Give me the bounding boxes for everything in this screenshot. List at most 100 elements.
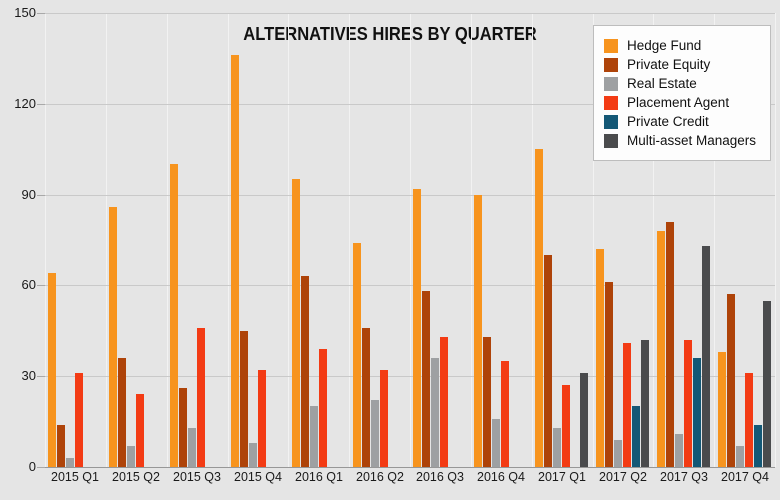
legend-swatch-icon xyxy=(604,76,618,91)
legend-swatch-icon xyxy=(604,95,618,110)
vertical-gridline xyxy=(45,13,46,467)
vertical-gridline xyxy=(349,13,350,467)
bar-hedge-fund-2016-q4 xyxy=(474,195,482,467)
x-axis-label: 2015 Q1 xyxy=(51,470,99,484)
bar-placement-agent-2016-q2 xyxy=(380,370,388,467)
bar-placement-agent-2017-q1 xyxy=(562,385,570,467)
legend-item: Multi-asset Managers xyxy=(604,133,760,148)
y-axis-tick xyxy=(37,467,45,468)
bar-placement-agent-2015-q1 xyxy=(75,373,83,467)
bar-multi-asset-managers-2017-q2 xyxy=(641,340,649,467)
bar-real-estate-2015-q4 xyxy=(249,443,257,467)
bar-hedge-fund-2016-q2 xyxy=(353,243,361,467)
y-axis-label: 120 xyxy=(14,96,36,111)
vertical-gridline xyxy=(775,13,776,467)
bar-hedge-fund-2015-q2 xyxy=(109,207,117,467)
bar-private-credit-2017-q3 xyxy=(693,358,701,467)
bar-real-estate-2015-q1 xyxy=(66,458,74,467)
bar-hedge-fund-2017-q4 xyxy=(718,352,726,467)
y-axis-tick xyxy=(37,285,45,286)
x-axis-label: 2016 Q1 xyxy=(295,470,343,484)
y-axis-tick xyxy=(37,195,45,196)
plot-area xyxy=(45,13,776,468)
x-axis-label: 2017 Q2 xyxy=(599,470,647,484)
bar-placement-agent-2015-q2 xyxy=(136,394,144,467)
bar-private-equity-2016-q4 xyxy=(483,337,491,467)
bar-placement-agent-2016-q3 xyxy=(440,337,448,467)
bar-real-estate-2017-q4 xyxy=(736,446,744,467)
legend-swatch-icon xyxy=(604,133,618,148)
legend-label: Private Equity xyxy=(627,57,711,72)
x-axis-label: 2016 Q2 xyxy=(356,470,404,484)
y-axis-label: 150 xyxy=(14,5,36,20)
bar-real-estate-2016-q1 xyxy=(310,406,318,467)
bar-hedge-fund-2015-q1 xyxy=(48,273,56,467)
bar-private-equity-2016-q3 xyxy=(422,291,430,467)
bar-private-equity-2015-q4 xyxy=(240,331,248,467)
bar-hedge-fund-2015-q4 xyxy=(231,55,239,467)
bar-real-estate-2016-q4 xyxy=(492,419,500,467)
bar-private-equity-2015-q1 xyxy=(57,425,65,467)
y-axis-label: 0 xyxy=(28,459,36,474)
x-axis-label: 2017 Q3 xyxy=(660,470,708,484)
bar-real-estate-2017-q2 xyxy=(614,440,622,467)
vertical-gridline xyxy=(410,13,411,467)
y-axis-label: 90 xyxy=(21,187,36,202)
bar-placement-agent-2016-q4 xyxy=(501,361,509,467)
legend-item: Real Estate xyxy=(604,76,760,91)
vertical-gridline xyxy=(106,13,107,467)
y-axis-label: 30 xyxy=(21,368,36,383)
x-axis-line xyxy=(45,467,775,468)
vertical-gridline xyxy=(532,13,533,467)
horizontal-gridline xyxy=(45,195,775,196)
bar-multi-asset-managers-2017-q3 xyxy=(702,246,710,467)
legend-item: Private Equity xyxy=(604,57,760,72)
legend-label: Hedge Fund xyxy=(627,38,702,53)
bar-hedge-fund-2017-q3 xyxy=(657,231,665,467)
legend-item: Hedge Fund xyxy=(604,38,760,53)
y-axis-tick xyxy=(37,104,45,105)
bar-real-estate-2017-q1 xyxy=(553,428,561,467)
bar-hedge-fund-2016-q3 xyxy=(413,189,421,467)
bar-hedge-fund-2017-q2 xyxy=(596,249,604,467)
chart-title: ALTERNATIVES HIRES BY QUARTER xyxy=(243,24,537,44)
y-axis-tick xyxy=(37,376,45,377)
x-axis-label: 2015 Q2 xyxy=(112,470,160,484)
legend-label: Multi-asset Managers xyxy=(627,133,757,148)
bar-private-equity-2016-q1 xyxy=(301,276,309,467)
bar-private-credit-2017-q4 xyxy=(754,425,762,467)
bar-placement-agent-2015-q4 xyxy=(258,370,266,467)
vertical-gridline xyxy=(653,13,654,467)
bar-real-estate-2016-q3 xyxy=(431,358,439,467)
bar-placement-agent-2015-q3 xyxy=(197,328,205,467)
bar-real-estate-2016-q2 xyxy=(371,400,379,467)
bar-multi-asset-managers-2017-q1 xyxy=(580,373,588,467)
bar-private-credit-2017-q2 xyxy=(632,406,640,467)
legend-label: Placement Agent xyxy=(627,95,730,110)
bar-private-equity-2015-q3 xyxy=(179,388,187,467)
horizontal-gridline xyxy=(45,376,775,377)
vertical-gridline xyxy=(288,13,289,467)
bar-hedge-fund-2017-q1 xyxy=(535,149,543,467)
bar-private-equity-2017-q4 xyxy=(727,294,735,467)
bar-placement-agent-2016-q1 xyxy=(319,349,327,467)
bar-multi-asset-managers-2017-q4 xyxy=(763,301,771,467)
x-axis-label: 2016 Q4 xyxy=(477,470,525,484)
bar-private-equity-2016-q2 xyxy=(362,328,370,467)
bar-private-equity-2015-q2 xyxy=(118,358,126,467)
bar-private-equity-2017-q3 xyxy=(666,222,674,467)
bar-placement-agent-2017-q2 xyxy=(623,343,631,467)
legend: Hedge Fund Private Equity Real Estate Place… xyxy=(593,25,771,161)
bar-placement-agent-2017-q3 xyxy=(684,340,692,467)
bar-private-equity-2017-q2 xyxy=(605,282,613,467)
horizontal-gridline xyxy=(45,104,775,105)
vertical-gridline xyxy=(714,13,715,467)
vertical-gridline xyxy=(228,13,229,467)
legend-swatch-icon xyxy=(604,57,618,72)
horizontal-gridline xyxy=(45,13,775,14)
bar-real-estate-2015-q2 xyxy=(127,446,135,467)
legend-item: Placement Agent xyxy=(604,95,760,110)
vertical-gridline xyxy=(593,13,594,467)
legend-swatch-icon xyxy=(604,38,618,53)
